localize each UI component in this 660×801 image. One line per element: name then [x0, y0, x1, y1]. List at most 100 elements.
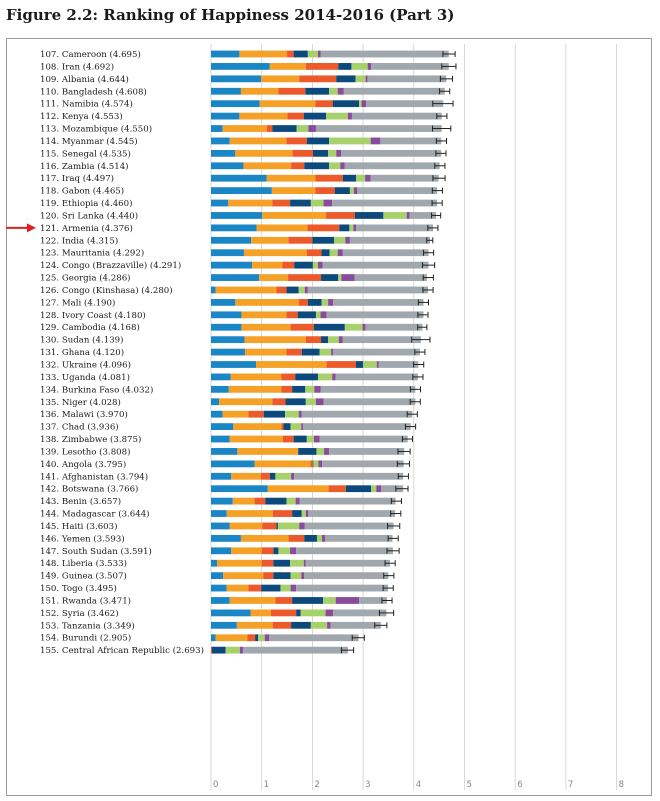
- error-bars-layer: [340, 51, 457, 654]
- bar-segment-healthy-life: [326, 361, 357, 368]
- bar-segment-corruption: [347, 112, 352, 120]
- error-bar: [384, 560, 396, 567]
- bar-segment-generosity: [310, 621, 328, 629]
- bar-segment-social-support: [229, 597, 276, 604]
- bar-segment-social-support: [223, 572, 264, 580]
- bar-segment-generosity: [258, 634, 265, 642]
- bar-segment-healthy-life: [292, 149, 313, 157]
- bar-segment-gdp: [211, 286, 216, 294]
- error-bar: [378, 609, 395, 616]
- row-label: 155. Central African Republic (2.693): [40, 645, 204, 656]
- bar-segment-dystopia-residual: [304, 572, 389, 580]
- bar-segment-freedom: [283, 423, 291, 430]
- x-tick-label: 1: [264, 780, 269, 790]
- bar-segment-healthy-life: [211, 646, 213, 654]
- bar-segment-gdp: [211, 336, 245, 344]
- bar-segment-gdp: [211, 547, 232, 555]
- bar-segment-dystopia-residual: [366, 100, 444, 108]
- bar-segment-dystopia-residual: [305, 559, 390, 567]
- error-bar: [432, 175, 446, 182]
- bar-segment-freedom: [334, 187, 350, 195]
- bar-segment-dystopia-residual: [320, 50, 449, 58]
- bar-segment-healthy-life: [281, 373, 296, 381]
- bar-segment-social-support: [271, 187, 316, 195]
- bar-segment-corruption: [327, 621, 331, 629]
- error-bar: [382, 585, 394, 592]
- row-label: 133. Uganda (4.081): [40, 372, 130, 383]
- error-bar: [427, 224, 439, 231]
- bar-segment-freedom: [321, 249, 330, 257]
- error-bar: [434, 162, 446, 169]
- bar-segment-gdp: [211, 236, 252, 244]
- bar-segment-freedom: [292, 385, 306, 393]
- bar-segment-freedom: [290, 199, 311, 207]
- error-bar: [439, 88, 451, 95]
- bar-segment-corruption: [338, 336, 343, 344]
- figure-title: Figure 2.2: Ranking of Happiness 2014-20…: [6, 6, 455, 24]
- bar-segment-gdp: [211, 609, 251, 617]
- bar-segment-freedom: [312, 236, 335, 244]
- bar-segment-healthy-life: [266, 125, 273, 132]
- bar-segment-generosity: [356, 174, 366, 182]
- row-label: 109. Albania (4.644): [40, 74, 129, 85]
- bar-segment-corruption: [298, 410, 302, 418]
- bar-segment-freedom: [296, 609, 301, 617]
- bar-segment-freedom: [286, 286, 299, 294]
- bar-segment-freedom: [321, 274, 339, 281]
- bar-segment-dystopia-residual: [378, 361, 419, 368]
- bar-segment-dystopia-residual: [333, 348, 420, 356]
- row-label: 121. Armenia (4.376): [40, 223, 133, 234]
- highlight-arrow-icon: [6, 223, 36, 233]
- error-bar: [386, 547, 400, 554]
- bar-segment-social-support: [256, 361, 327, 368]
- row-label: 122. India (4.315): [40, 235, 118, 246]
- bar-segment-gdp: [211, 597, 230, 604]
- bar-segment-gdp: [211, 100, 260, 108]
- bar-segment-freedom: [303, 112, 327, 120]
- bar-segment-corruption: [337, 87, 344, 95]
- bar-segment-dystopia-residual: [315, 125, 442, 132]
- bar-segment-dystopia-residual: [359, 597, 387, 604]
- bar-segment-generosity: [315, 311, 321, 319]
- bar-segment-healthy-life: [263, 572, 274, 580]
- bar-segment-dystopia-residual: [320, 385, 416, 393]
- error-bar: [435, 150, 447, 157]
- row-label: 136. Malawi (3.970): [40, 409, 128, 420]
- error-bar: [390, 498, 402, 505]
- bar-segment-freedom: [336, 75, 356, 83]
- x-tick-label: 2: [314, 780, 319, 790]
- bar-segment-social-support: [239, 112, 288, 120]
- bar-segment-social-support: [239, 50, 288, 58]
- bar-segment-generosity: [334, 236, 346, 244]
- bar-segment-gdp: [211, 460, 255, 468]
- bar-segment-corruption: [376, 485, 382, 493]
- bar-segment-healthy-life: [315, 100, 333, 108]
- bar-segment-social-support: [269, 63, 306, 70]
- bar-segment-gdp: [211, 435, 230, 443]
- bar-segment-dystopia-residual: [335, 373, 418, 381]
- bar-segment-freedom: [332, 100, 360, 108]
- bar-segment-corruption: [291, 472, 295, 480]
- bar-segment-dystopia-residual: [333, 609, 387, 617]
- bar-segment-dystopia-residual: [349, 236, 431, 244]
- bar-segment-freedom: [261, 584, 281, 592]
- bar-segment-dystopia-residual: [296, 547, 394, 555]
- bar-segment-corruption: [365, 75, 368, 83]
- bar-segment-dystopia-residual: [332, 199, 438, 207]
- bar-segment-dystopia-residual: [304, 522, 394, 530]
- bar-segment-corruption: [324, 448, 330, 455]
- bar-segment-corruption: [290, 584, 297, 592]
- bar-segment-healthy-life: [261, 559, 274, 567]
- bar-segment-gdp: [211, 311, 242, 319]
- bar-segment-corruption: [305, 510, 309, 517]
- bar-segment-dystopia-residual: [325, 534, 393, 542]
- bar-segment-generosity: [321, 299, 329, 306]
- bar-segment-social-support: [222, 125, 267, 132]
- bar-segment-generosity: [317, 373, 333, 381]
- bar-segment-generosity: [326, 112, 348, 120]
- bar-segment-freedom: [298, 448, 317, 455]
- row-label: 112. Kenya (4.553): [40, 111, 123, 122]
- row-label: 132. Ukraine (4.096): [40, 360, 131, 371]
- bar-segment-gdp: [211, 584, 227, 592]
- bar-segment-gdp: [211, 125, 223, 132]
